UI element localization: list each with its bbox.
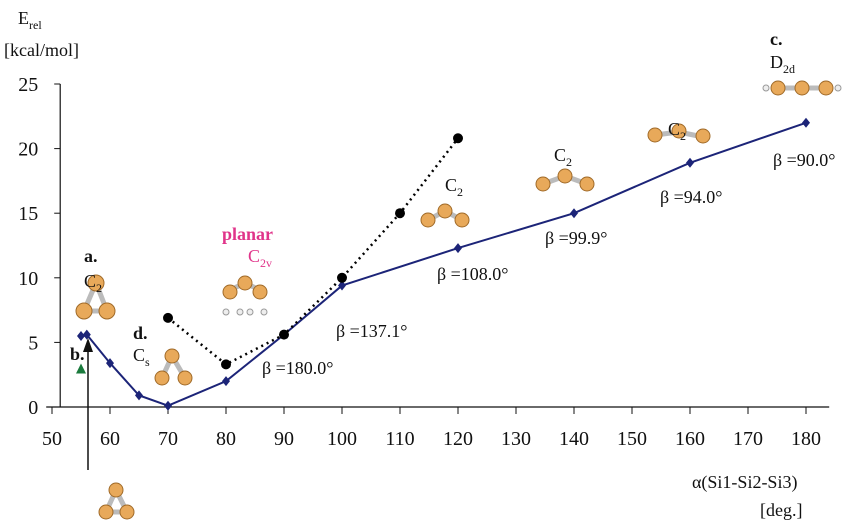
molecules	[76, 81, 841, 519]
annotation-text: planar	[222, 224, 273, 244]
annotation-text: d.	[133, 323, 148, 343]
y-label-sub: rel	[29, 18, 42, 32]
y-label-main: E	[18, 8, 29, 28]
point	[221, 359, 231, 369]
y-tick-label: 10	[18, 268, 38, 290]
annotation-text: a.	[84, 246, 98, 266]
annotation-text: β =94.0°	[660, 187, 723, 207]
annotation-text: C	[554, 145, 566, 165]
x-tick-label: 50	[42, 428, 62, 450]
annotation-text: β =108.0°	[437, 264, 509, 284]
point	[337, 273, 347, 283]
x-tick-label: 170	[733, 428, 763, 450]
annotation-text: C	[248, 246, 260, 266]
annotation-sub: 2	[680, 129, 686, 143]
x-tick-label: 130	[501, 428, 531, 450]
point	[686, 158, 694, 168]
y-tick-label: 20	[18, 139, 38, 161]
annotation: β =94.0°	[660, 187, 723, 207]
annotation: β =108.0°	[437, 264, 509, 284]
y-tick-label: 0	[28, 397, 38, 419]
y-axis-unit: [kcal/mol]	[4, 40, 79, 60]
annotation-text: C	[133, 345, 145, 365]
annotation-sub: 2	[96, 281, 102, 295]
annotation-text: β =99.9°	[545, 228, 608, 248]
annotation-text: C	[445, 175, 457, 195]
point	[164, 401, 172, 411]
annotation-text: β =90.0°	[773, 150, 836, 170]
annotation: C2v	[248, 246, 272, 270]
y-tick-label: 25	[18, 74, 38, 96]
annotation: β =180.0°	[262, 358, 334, 378]
point	[453, 133, 463, 143]
annotation: β =90.0°	[773, 150, 836, 170]
annotation-text: β =180.0°	[262, 358, 334, 378]
chart: Erel [kcal/mol] α(Si1-Si2-Si3) [deg.] a.…	[0, 0, 845, 529]
series-line	[168, 138, 458, 364]
x-tick-label: 140	[559, 428, 589, 450]
x-tick-label: 110	[385, 428, 414, 450]
annotation: D2d	[770, 52, 795, 76]
annotation: β =99.9°	[545, 228, 608, 248]
x-tick-label: 100	[327, 428, 357, 450]
annotation: c.	[770, 29, 783, 49]
annotation-text: C	[668, 119, 680, 139]
x-axis-unit: [deg.]	[760, 500, 802, 520]
point	[76, 364, 86, 374]
y-tick-label: 5	[28, 332, 38, 354]
x-tick-label: 180	[791, 428, 821, 450]
annotation: b.	[70, 344, 85, 364]
annotation-sub: s	[145, 355, 150, 369]
point	[279, 330, 289, 340]
annotation: d.	[133, 323, 148, 343]
annotation: C2	[668, 119, 686, 143]
annotation-sub: 2d	[783, 62, 795, 76]
annotation-sub: 2	[566, 155, 572, 169]
point	[395, 208, 405, 218]
annotation: a.	[84, 246, 98, 266]
x-axis-title: α(Si1-Si2-Si3)	[692, 472, 797, 493]
annotation-text: β =137.1°	[336, 321, 408, 341]
point	[802, 118, 810, 128]
annotation: planar	[222, 224, 273, 244]
x-tick-label: 150	[617, 428, 647, 450]
x-tick-label: 90	[274, 428, 294, 450]
annotation-text: b.	[70, 344, 85, 364]
y-axis-title: Erel	[18, 8, 42, 32]
annotation-text: D	[770, 52, 783, 72]
annotation-text: C	[84, 271, 96, 291]
point	[454, 243, 462, 253]
x-tick-label: 120	[443, 428, 473, 450]
point	[163, 313, 173, 323]
y-tick-label: 15	[18, 203, 38, 225]
x-tick-label: 70	[158, 428, 178, 450]
x-tick-label: 80	[216, 428, 236, 450]
annotation: C2	[445, 175, 463, 199]
annotation: Cs	[133, 345, 150, 369]
annotation: C2	[554, 145, 572, 169]
point	[570, 208, 578, 218]
x-tick-label: 60	[100, 428, 120, 450]
x-tick-label: 160	[675, 428, 705, 450]
annotation-sub: 2	[457, 185, 463, 199]
point	[77, 331, 85, 341]
annotation: β =137.1°	[336, 321, 408, 341]
annotation-sub: 2v	[260, 256, 272, 270]
annotation-text: c.	[770, 29, 783, 49]
